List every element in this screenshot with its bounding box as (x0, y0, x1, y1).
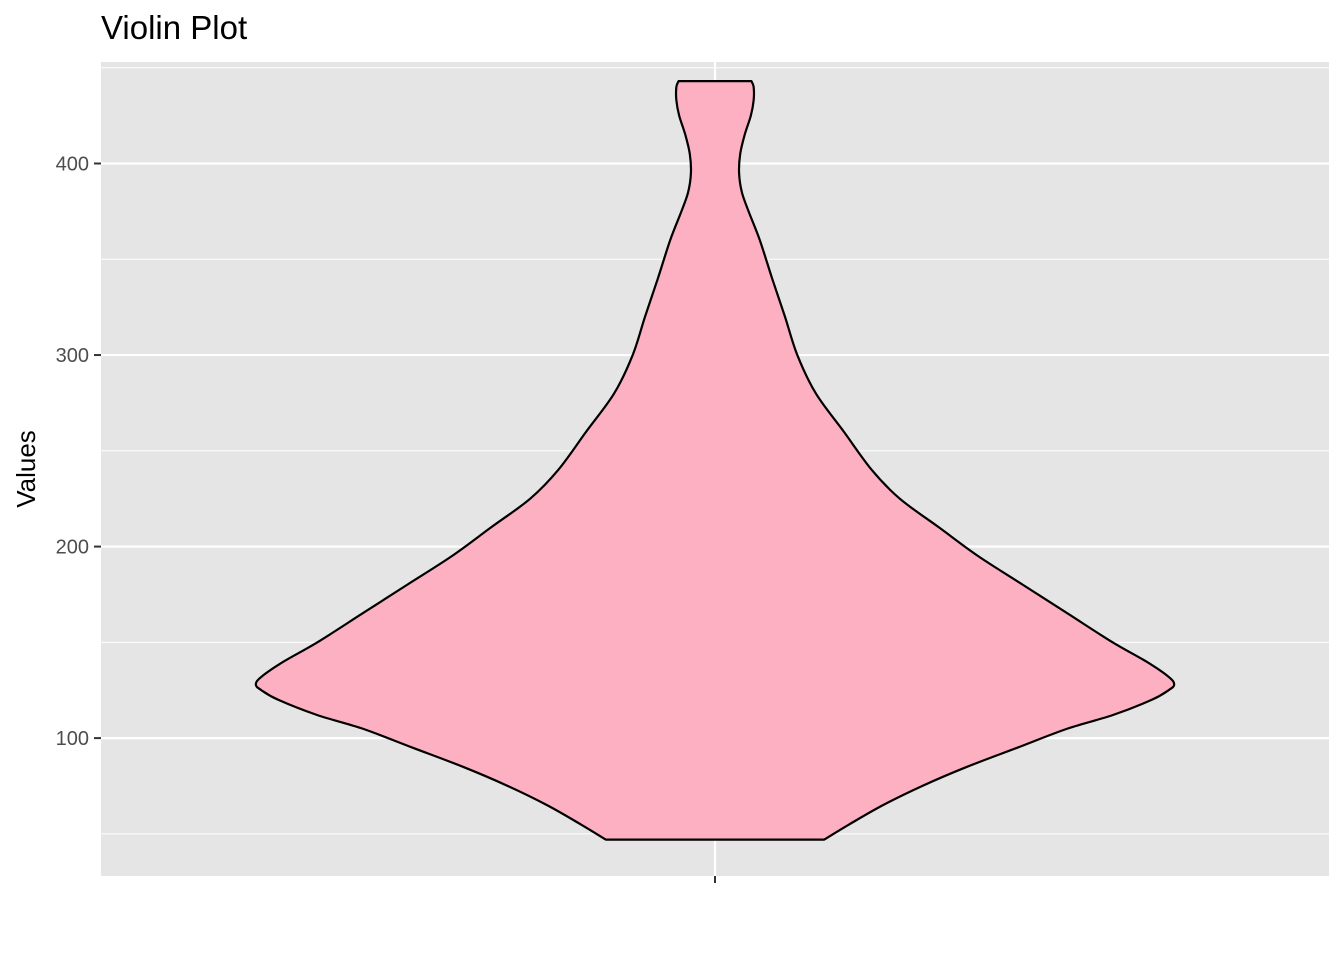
y-axis-label: Values (11, 430, 41, 508)
y-tick-label: 300 (56, 345, 89, 367)
y-tick-label: 400 (56, 154, 89, 176)
violin-layer (254, 80, 1176, 841)
violin-shape (254, 80, 1176, 841)
y-tick-label: 100 (56, 728, 89, 750)
chart-title: Violin Plot (101, 9, 247, 46)
y-tick-label: 200 (56, 537, 89, 559)
y-axis: 100 200 300 400 (56, 154, 101, 750)
